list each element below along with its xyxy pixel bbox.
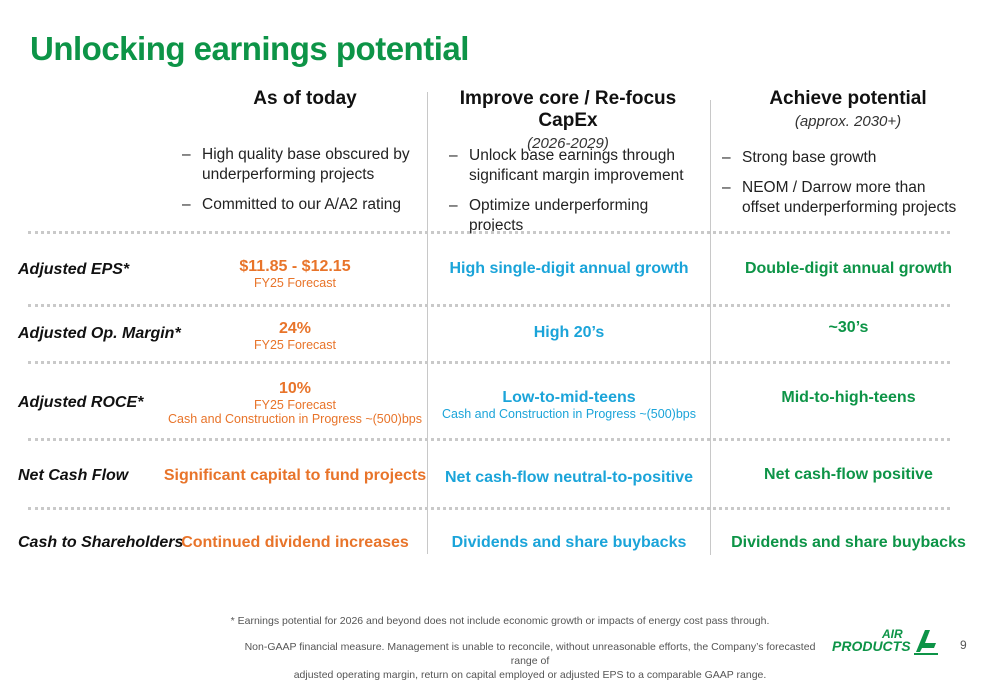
bullets-improve: Unlock base earnings through significant… [449,146,704,246]
cashflow-improve: Net cash-flow neutral-to-positive [428,469,710,487]
logo-text-products: PRODUCTS [832,638,911,654]
shareholders-achieve-value: Dividends and share buybacks [731,534,966,551]
logo-underline [914,653,938,655]
cashflow-today-value: Significant capital to fund projects [163,467,427,484]
eps-today: $11.85 - $12.15 FY25 Forecast [160,258,430,290]
roce-improve-note: Cash and Construction in Progress ~(500)… [442,407,696,421]
row-divider [28,304,950,307]
column-heading-today: As of today [165,88,445,110]
eps-today-value: $11.85 - $12.15 [239,258,351,275]
shareholders-today-value: Continued dividend increases [181,534,409,551]
margin-improve-value: High 20’s [533,324,605,341]
row-label-eps: Adjusted EPS* [18,261,130,278]
row-label-roce: Adjusted ROCE* [18,394,144,411]
row-label-cashflow: Net Cash Flow [18,467,129,484]
eps-improve-value: High single-digit annual growth [449,260,689,277]
column-heading-achieve: Achieve potential (approx. 2030+) [708,88,988,130]
footnote-nongaap: Non-GAAP financial measure. Management i… [230,640,830,682]
roce-improve: Low-to-mid-teens Cash and Construction i… [428,389,710,421]
shareholders-today: Continued dividend increases [160,534,430,552]
eps-achieve: Double-digit annual growth [711,260,986,278]
column-divider [427,92,428,554]
bullet-item: NEOM / Darrow more than offset underperf… [722,178,967,218]
bullets-achieve: Strong base growth NEOM / Darrow more th… [722,148,967,228]
bullet-item: Unlock base earnings through significant… [449,146,704,186]
row-divider [28,438,950,441]
column-heading-text: Improve core / Re-focus CapEx [459,88,677,131]
roce-today: 10% FY25 Forecast Cash and Construction … [160,380,430,426]
footnote-line: Non-GAAP financial measure. Management i… [244,641,816,667]
bullet-item: Optimize underperforming projects [449,196,704,236]
column-subheading: (approx. 2030+) [794,113,902,130]
page-number: 9 [960,638,967,652]
logo-mark-icon [916,630,936,652]
logo-text-air: AIR [881,627,903,641]
bullet-item: Committed to our A/A2 rating [182,195,417,215]
footnote-earnings: * Earnings potential for 2026 and beyond… [230,615,770,627]
bullet-item: High quality base obscured by underperfo… [182,145,417,185]
margin-today-note: FY25 Forecast [254,338,336,352]
cashflow-today: Significant capital to fund projects [160,467,430,485]
roce-achieve: Mid-to-high-teens [711,389,986,407]
margin-today-value: 24% [278,320,312,337]
cashflow-achieve: Net cash-flow positive [711,466,986,484]
column-divider [710,100,711,555]
bullets-today: High quality base obscured by underperfo… [182,145,417,225]
shareholders-improve: Dividends and share buybacks [428,534,710,552]
page-title: Unlocking earnings potential [30,30,469,67]
row-divider [28,507,950,510]
column-heading-text: Achieve potential [769,88,927,109]
roce-today-value: 10% [278,380,312,397]
air-products-logo: AIR PRODUCTS [832,627,938,655]
roce-achieve-value: Mid-to-high-teens [781,389,916,406]
margin-improve: High 20’s [428,324,710,342]
roce-improve-value: Low-to-mid-teens [502,389,636,406]
roce-today-note-2: Cash and Construction in Progress ~(500)… [168,412,422,426]
cashflow-achieve-value: Net cash-flow positive [764,466,933,483]
margin-achieve-value: ~30’s [828,319,869,336]
row-divider [28,361,950,364]
row-label-shareholders: Cash to Shareholders [18,534,184,551]
footnote-line: adjusted operating margin, return on cap… [293,669,767,681]
row-divider [28,231,950,234]
shareholders-achieve: Dividends and share buybacks [711,534,986,552]
margin-achieve: ~30’s [711,319,986,337]
roce-today-note: FY25 Forecast [254,398,336,412]
column-heading-text: As of today [253,88,357,109]
cashflow-improve-value: Net cash-flow neutral-to-positive [444,469,694,486]
margin-today: 24% FY25 Forecast [160,320,430,352]
row-label-margin: Adjusted Op. Margin* [18,325,181,342]
shareholders-improve-value: Dividends and share buybacks [451,534,687,551]
eps-achieve-value: Double-digit annual growth [744,260,953,277]
bullet-item: Strong base growth [722,148,967,168]
eps-today-note: FY25 Forecast [254,276,336,290]
column-heading-improve: Improve core / Re-focus CapEx (2026-2029… [428,88,708,152]
eps-improve: High single-digit annual growth [428,260,710,278]
